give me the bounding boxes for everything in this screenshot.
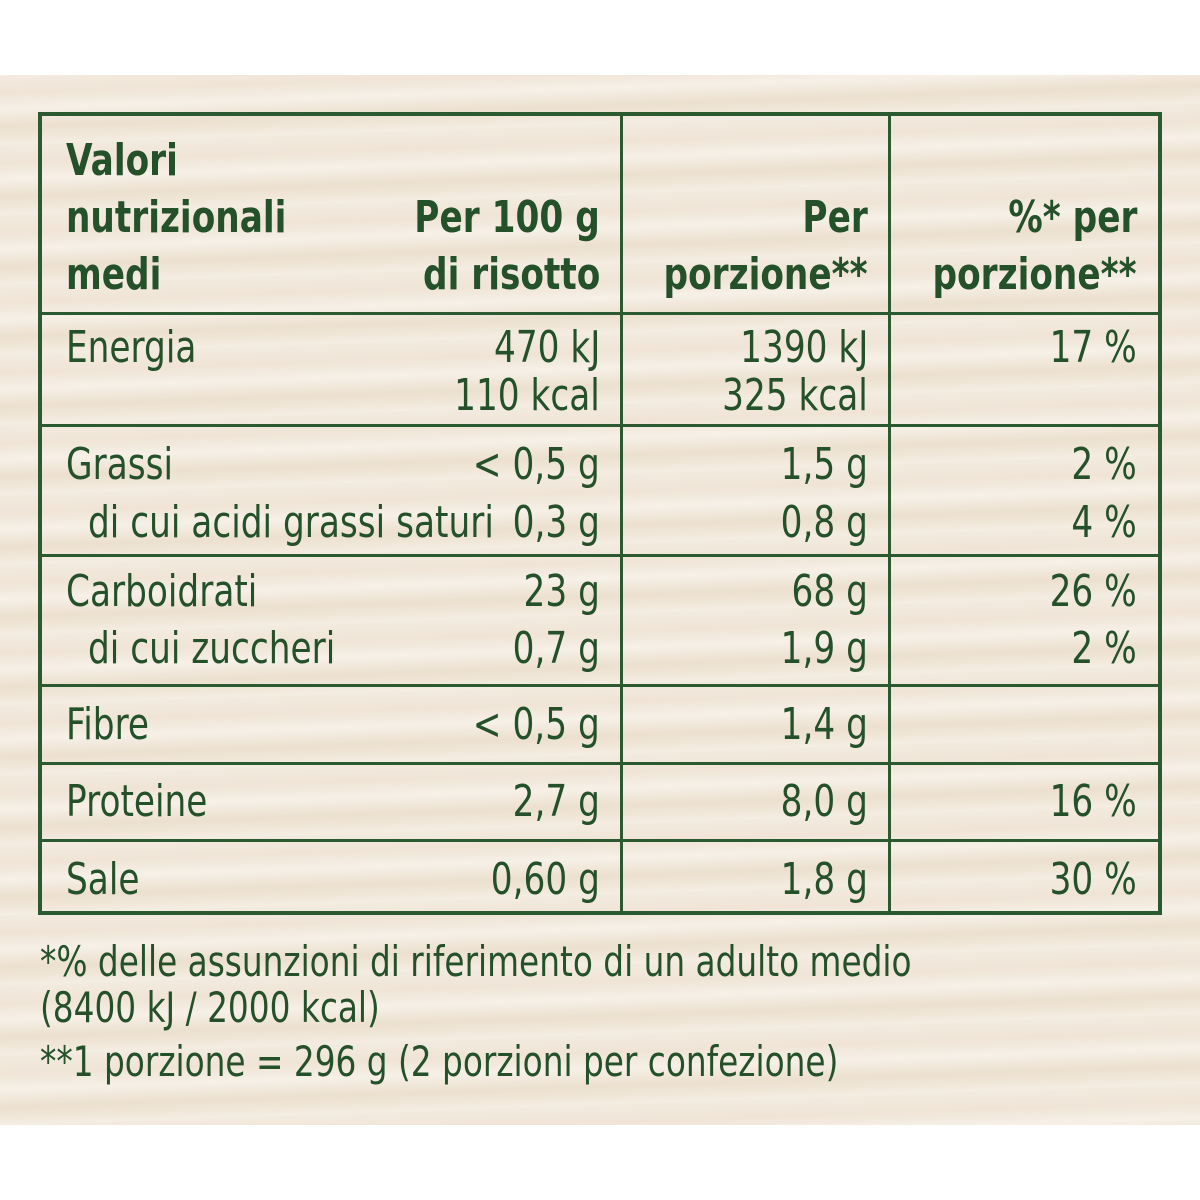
header-cell: di risotto: [422, 249, 600, 300]
nutrient-label: Energia: [66, 322, 197, 373]
nutrient-value: < 0,5 g: [473, 439, 600, 490]
nutrient-value: 0,7 g: [512, 623, 600, 674]
nutrient-value: 110 kcal: [454, 370, 600, 421]
nutrient-value: 26 %: [1049, 566, 1137, 617]
row-divider: [38, 424, 1162, 427]
footnote: (8400 kJ / 2000 kcal): [40, 983, 380, 1032]
footnote: **1 porzione = 296 g (2 porzioni per con…: [40, 1037, 839, 1086]
header-cell: porzione**: [933, 249, 1137, 300]
nutrient-label: Sale: [66, 854, 140, 905]
column-divider: [888, 112, 891, 915]
footnote: *% delle assunzioni di riferimento di un…: [40, 937, 912, 986]
row-divider: [38, 554, 1162, 557]
nutrient-value: 1,8 g: [780, 854, 868, 905]
nutrient-value: 30 %: [1049, 854, 1137, 905]
nutrient-value: 470 kJ: [493, 322, 600, 373]
header-cell: medi: [66, 249, 162, 300]
nutrient-label: Carboidrati: [66, 566, 258, 617]
wood-background: [0, 75, 1200, 1125]
header-cell: Per: [802, 192, 868, 243]
nutrient-value: 2 %: [1071, 439, 1137, 490]
header-cell: Valori: [66, 135, 178, 186]
nutrient-value: 1,4 g: [780, 699, 868, 750]
row-divider: [38, 684, 1162, 687]
nutrient-value: 0,60 g: [490, 854, 600, 905]
nutrient-value: 68 g: [791, 566, 868, 617]
nutrient-value: 16 %: [1049, 776, 1137, 827]
table-border: [38, 112, 42, 915]
header-cell: nutrizionali: [66, 192, 287, 243]
column-divider: [620, 112, 623, 915]
sub-nutrient-label: di cui acidi grassi saturi: [88, 497, 494, 548]
nutrient-value: 0,8 g: [780, 497, 868, 548]
table-border: [1158, 112, 1162, 915]
header-cell: Per 100 g: [414, 192, 600, 243]
nutrient-value: 4 %: [1071, 497, 1137, 548]
header-cell: porzione**: [664, 249, 868, 300]
table-border: [38, 112, 1162, 116]
nutrient-label: Fibre: [66, 699, 150, 750]
table-border: [38, 911, 1162, 915]
nutrient-label: Grassi: [66, 439, 174, 490]
nutrient-value: 1,5 g: [780, 439, 868, 490]
nutrient-value: 0,3 g: [512, 497, 600, 548]
nutrient-value: 23 g: [523, 566, 600, 617]
header-cell: %* per: [1007, 192, 1137, 243]
nutrient-value: < 0,5 g: [473, 699, 600, 750]
row-divider: [38, 762, 1162, 765]
nutrient-value: 17 %: [1049, 322, 1137, 373]
nutrient-label: Proteine: [66, 776, 208, 827]
nutrient-value: 1,9 g: [780, 623, 868, 674]
nutrient-value: 2 %: [1071, 623, 1137, 674]
nutrient-value: 325 kcal: [722, 370, 868, 421]
row-divider: [38, 839, 1162, 842]
nutrient-value: 8,0 g: [780, 776, 868, 827]
nutrient-value: 1390 kJ: [739, 322, 868, 373]
sub-nutrient-label: di cui zuccheri: [88, 623, 336, 674]
row-divider: [38, 312, 1162, 315]
nutrient-value: 2,7 g: [512, 776, 600, 827]
